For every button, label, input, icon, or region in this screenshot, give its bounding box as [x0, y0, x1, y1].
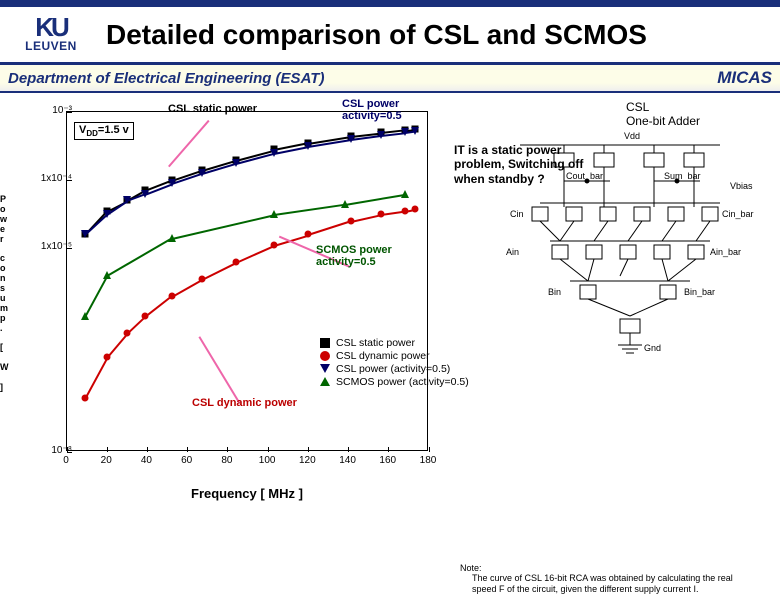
ann-scmos-activity: SCMOS power activity=0.5 — [316, 245, 436, 268]
label-gnd: Gnd — [644, 343, 661, 353]
lab-label: MICAS — [717, 68, 772, 88]
power-frequency-chart: VDD=1.5 v CSL static power CSL power act… — [18, 105, 438, 505]
label-sum-bar: Sum_bar — [664, 171, 701, 181]
label-cin: Cin — [510, 209, 524, 219]
logo-abbrev: KU — [35, 16, 67, 39]
content: VDD=1.5 v CSL static power CSL power act… — [0, 93, 780, 537]
ann-csl-dynamic: CSL dynamic power — [192, 397, 297, 409]
label-bin: Bin — [548, 287, 561, 297]
logo-name: LEUVEN — [25, 39, 77, 53]
label-ain: Ain — [506, 247, 519, 257]
x-axis-title: Frequency [ MHz ] — [66, 486, 428, 501]
label-cout-bar: Cout_bar — [566, 171, 603, 181]
csl-adder-schematic: Vdd Cout_bar Sum_bar Vbias Cin Cin_bar A… — [470, 131, 770, 361]
department-label: Department of Electrical Engineering (ES… — [8, 70, 717, 87]
label-bin-bar: Bin_bar — [684, 287, 715, 297]
footnote: Note: The curve of CSL 16-bit RCA was ob… — [460, 563, 740, 594]
legend: CSL static powerCSL dynamic powerCSL pow… — [320, 337, 470, 389]
page-title: Detailed comparison of CSL and SCMOS — [102, 19, 647, 51]
label-vbias: Vbias — [730, 181, 753, 191]
label-vdd: Vdd — [624, 131, 640, 141]
ann-csl-static: CSL static power — [168, 103, 257, 115]
footnote-body: The curve of CSL 16-bit RCA was obtained… — [460, 573, 740, 594]
schematic-title: CSL One-bit Adder — [626, 101, 700, 129]
ann-csl-activity: CSL power activity=0.5 — [342, 99, 442, 122]
y-axis-title: Power consump. [ W ] — [0, 195, 11, 393]
schematic-title-l2: One-bit Adder — [626, 114, 700, 128]
label-ain-bar: Ain_bar — [710, 247, 741, 257]
ku-leuven-logo: KU LEUVEN — [6, 10, 96, 60]
label-cin-bar: Cin_bar — [722, 209, 754, 219]
vdd-label: VDD=1.5 v — [74, 122, 134, 140]
schematic-title-l1: CSL — [626, 100, 649, 114]
subheader: Department of Electrical Engineering (ES… — [0, 65, 780, 93]
header: KU LEUVEN Detailed comparison of CSL and… — [0, 7, 780, 65]
footnote-label: Note: — [460, 563, 740, 573]
